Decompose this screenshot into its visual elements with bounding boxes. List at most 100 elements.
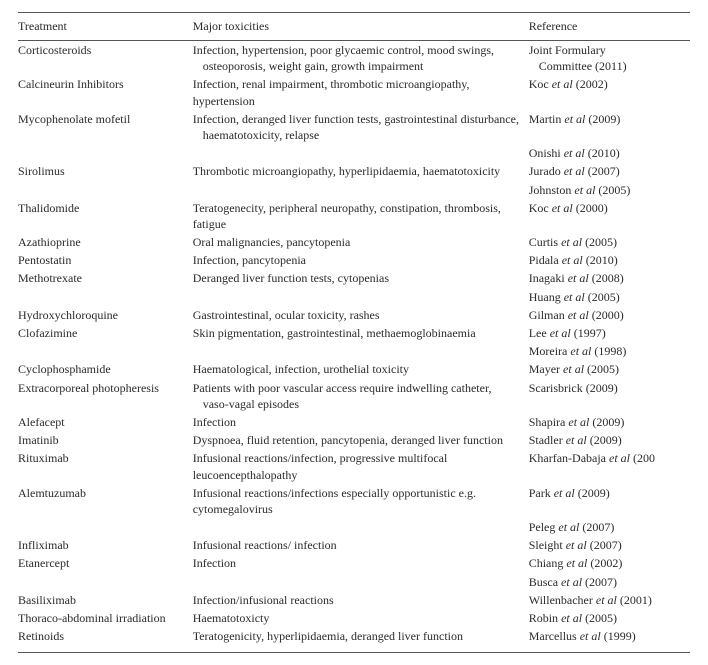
reference-cell: Curtis et al (2005) xyxy=(529,233,690,251)
treatment-cell: Corticosteroids xyxy=(18,41,193,76)
reference-cell: Johnston et al (2005) xyxy=(529,181,690,199)
toxicities-cell: Infection xyxy=(193,413,529,431)
toxicities-cell xyxy=(193,181,529,199)
toxicities-cell: Infusional reactions/ infection xyxy=(193,536,529,554)
treatment-cell: Calcineurin Inhibitors xyxy=(18,75,193,109)
treatment-cell: Pentostatin xyxy=(18,251,193,269)
treatment-cell xyxy=(18,144,193,162)
toxicities-cell: Infection, pancytopenia xyxy=(193,251,529,269)
reference-cell: Robin et al (2005) xyxy=(529,609,690,627)
toxicities-cell: Thrombotic microangiopathy, hyperlipidae… xyxy=(193,162,529,180)
treatment-cell xyxy=(18,518,193,536)
toxicities-cell: Haematotoxicty xyxy=(193,609,529,627)
treatment-cell: Retinoids xyxy=(18,627,193,653)
treatment-cell: Alemtuzumab xyxy=(18,484,193,518)
table-row: AlemtuzumabInfusional reactions/infectio… xyxy=(18,484,690,518)
header-row: Treatment Major toxicities Reference xyxy=(18,13,690,41)
table-row: Peleg et al (2007) xyxy=(18,518,690,536)
table-row: AzathioprineOral malignancies, pancytope… xyxy=(18,233,690,251)
reference-cell: Marcellus et al (1999) xyxy=(529,627,690,653)
table-row: Busca et al (2007) xyxy=(18,573,690,591)
toxicities-cell xyxy=(193,518,529,536)
table-row: Onishi et al (2010) xyxy=(18,144,690,162)
toxicities-cell: Teratogenicity, hyperlipidaemia, derange… xyxy=(193,627,529,653)
reference-cell: Peleg et al (2007) xyxy=(529,518,690,536)
toxicities-cell: Infection, renal impairment, thrombotic … xyxy=(193,75,529,109)
reference-cell: Sleight et al (2007) xyxy=(529,536,690,554)
reference-cell: Joint FormularyCommittee (2011) xyxy=(529,41,690,76)
header-treatment: Treatment xyxy=(18,13,193,41)
toxicities-cell: Patients with poor vascular access requi… xyxy=(193,379,529,413)
toxicities-cell: Infection xyxy=(193,554,529,572)
treatment-cell: Hydroxychloroquine xyxy=(18,306,193,324)
toxicities-cell xyxy=(193,342,529,360)
table-row: EtanerceptInfectionChiang et al (2002) xyxy=(18,554,690,572)
toxicities-cell xyxy=(193,144,529,162)
treatment-cell xyxy=(18,181,193,199)
table-row: Moreira et al (1998) xyxy=(18,342,690,360)
reference-cell: Koc et al (2000) xyxy=(529,199,690,233)
table-row: RetinoidsTeratogenicity, hyperlipidaemia… xyxy=(18,627,690,653)
treatment-cell: Thalidomide xyxy=(18,199,193,233)
reference-cell: Chiang et al (2002) xyxy=(529,554,690,572)
treatment-cell: Basiliximab xyxy=(18,591,193,609)
toxicities-cell: Infection, hypertension, poor glycaemic … xyxy=(193,41,529,76)
treatment-cell xyxy=(18,342,193,360)
reference-cell: Park et al (2009) xyxy=(529,484,690,518)
toxicity-table: Treatment Major toxicities Reference Cor… xyxy=(18,12,690,653)
reference-cell: Huang et al (2005) xyxy=(529,288,690,306)
toxicities-cell: Infusional reactions/infection, progress… xyxy=(193,449,529,483)
reference-cell: Kharfan-Dabaja et al (200 xyxy=(529,449,690,483)
treatment-cell xyxy=(18,288,193,306)
table-row: Johnston et al (2005) xyxy=(18,181,690,199)
toxicities-cell: Oral malignancies, pancytopenia xyxy=(193,233,529,251)
table-row: ClofazimineSkin pigmentation, gastrointe… xyxy=(18,324,690,342)
reference-cell: Lee et al (1997) xyxy=(529,324,690,342)
toxicities-cell: Infusional reactions/infections especial… xyxy=(193,484,529,518)
header-reference: Reference xyxy=(529,13,690,41)
table-row: CorticosteroidsInfection, hypertension, … xyxy=(18,41,690,76)
table-row: Mycophenolate mofetilInfection, deranged… xyxy=(18,110,690,144)
reference-cell: Mayer et al (2005) xyxy=(529,360,690,378)
reference-cell: Scarisbrick (2009) xyxy=(529,379,690,413)
reference-cell: Koc et al (2002) xyxy=(529,75,690,109)
table-row: SirolimusThrombotic microangiopathy, hyp… xyxy=(18,162,690,180)
treatment-cell: Azathioprine xyxy=(18,233,193,251)
reference-cell: Busca et al (2007) xyxy=(529,573,690,591)
toxicities-cell: Deranged liver function tests, cytopenia… xyxy=(193,269,529,287)
table-row: Extracorporeal photopheresisPatients wit… xyxy=(18,379,690,413)
table-row: Huang et al (2005) xyxy=(18,288,690,306)
toxicities-cell: Infection/infusional reactions xyxy=(193,591,529,609)
reference-cell: Stadler et al (2009) xyxy=(529,431,690,449)
header-toxicities: Major toxicities xyxy=(193,13,529,41)
table-row: HydroxychloroquineGastrointestinal, ocul… xyxy=(18,306,690,324)
table-row: InfliximabInfusional reactions/ infectio… xyxy=(18,536,690,554)
toxicities-cell: Haematological, infection, urothelial to… xyxy=(193,360,529,378)
reference-cell: Martin et al (2009) xyxy=(529,110,690,144)
toxicities-cell: Skin pigmentation, gastrointestinal, met… xyxy=(193,324,529,342)
table-row: ThalidomideTeratogenecity, peripheral ne… xyxy=(18,199,690,233)
table-row: CyclophosphamideHaematological, infectio… xyxy=(18,360,690,378)
reference-cell: Moreira et al (1998) xyxy=(529,342,690,360)
reference-cell: Jurado et al (2007) xyxy=(529,162,690,180)
treatment-cell: Sirolimus xyxy=(18,162,193,180)
table-row: AlefaceptInfectionShapira et al (2009) xyxy=(18,413,690,431)
table-row: Calcineurin InhibitorsInfection, renal i… xyxy=(18,75,690,109)
reference-cell: Gilman et al (2000) xyxy=(529,306,690,324)
toxicities-cell: Gastrointestinal, ocular toxicity, rashe… xyxy=(193,306,529,324)
table-row: Thoraco-abdominal irradiationHaematotoxi… xyxy=(18,609,690,627)
treatment-cell: Infliximab xyxy=(18,536,193,554)
table-row: BasiliximabInfection/infusional reaction… xyxy=(18,591,690,609)
reference-cell: Onishi et al (2010) xyxy=(529,144,690,162)
toxicities-cell: Infection, deranged liver function tests… xyxy=(193,110,529,144)
treatment-cell: Mycophenolate mofetil xyxy=(18,110,193,144)
treatment-cell: Alefacept xyxy=(18,413,193,431)
table-row: PentostatinInfection, pancytopeniaPidala… xyxy=(18,251,690,269)
toxicities-cell: Teratogenecity, peripheral neuropathy, c… xyxy=(193,199,529,233)
toxicities-cell xyxy=(193,573,529,591)
table-row: ImatinibDyspnoea, fluid retention, pancy… xyxy=(18,431,690,449)
treatment-cell: Rituximab xyxy=(18,449,193,483)
treatment-cell: Imatinib xyxy=(18,431,193,449)
table-row: MethotrexateDeranged liver function test… xyxy=(18,269,690,287)
treatment-cell xyxy=(18,573,193,591)
